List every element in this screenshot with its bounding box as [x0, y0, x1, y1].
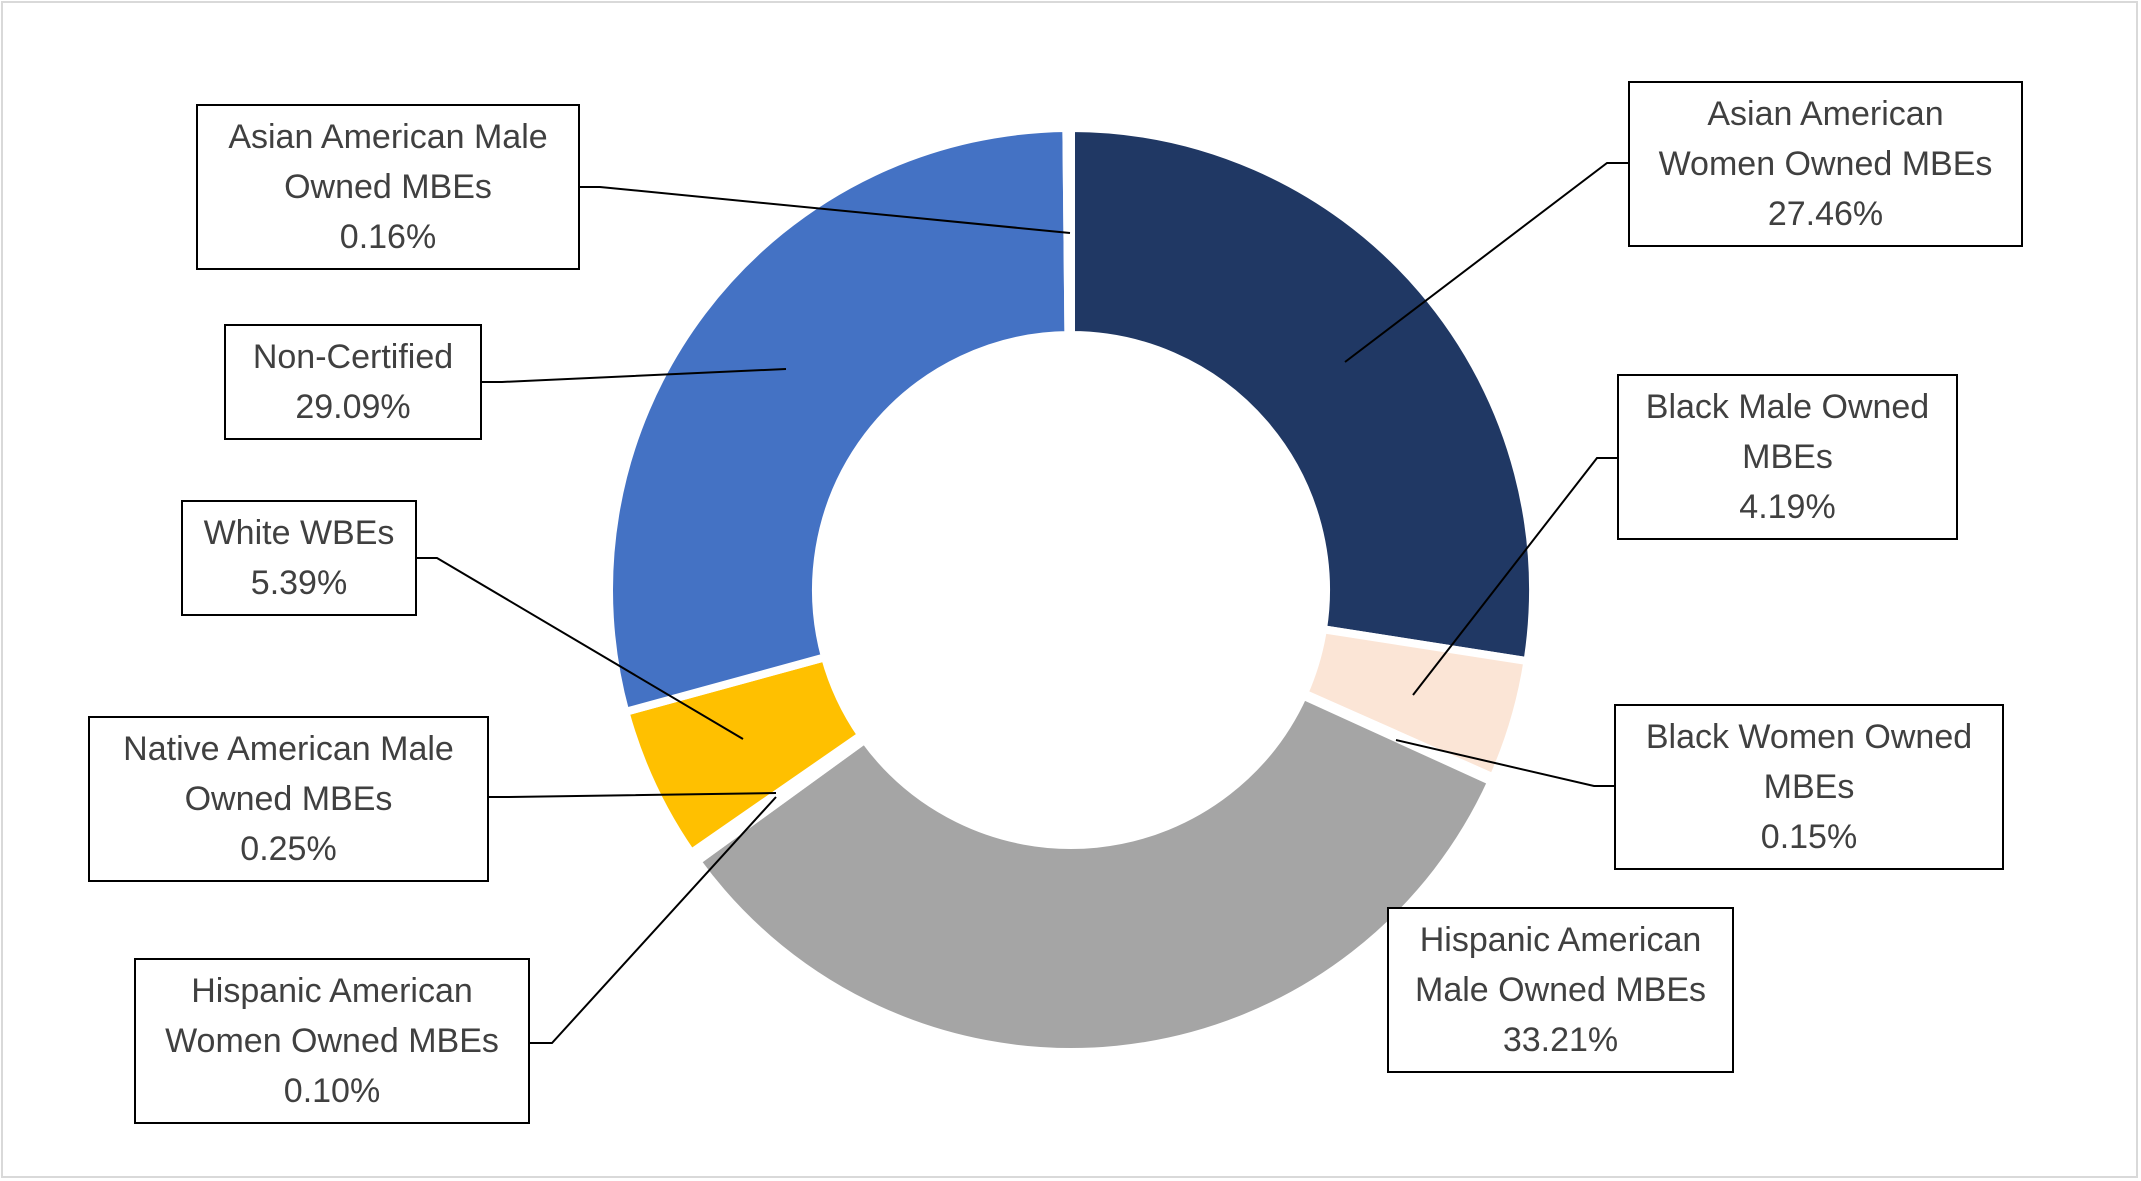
leader-line-white-wbes: [417, 557, 744, 740]
data-label-category: Asian American: [1707, 95, 1944, 133]
data-label-category: MBEs: [1742, 438, 1833, 476]
leader-line-hispanic-american-women-owned-mbes: [530, 796, 777, 1044]
data-label-category: Black Male Owned: [1645, 388, 1930, 426]
data-label-category: Owned MBEs: [184, 780, 393, 818]
leader-lines-group: [417, 162, 1628, 1044]
data-label-category: Asian American Male: [228, 118, 548, 156]
data-label-black-women-owned-mbes: Black Women Owned MBEs 0.15%: [1614, 704, 2004, 870]
data-label-black-male-owned-mbes: Black Male Owned MBEs 4.19%: [1617, 374, 1958, 540]
data-label-value: 29.09%: [295, 388, 411, 426]
data-label-value: 0.10%: [283, 1072, 381, 1110]
data-label-asian-american-women-owned-mbes: Asian American Women Owned MBEs 27.46%: [1628, 81, 2023, 247]
data-label-value: 5.39%: [250, 564, 348, 602]
data-label-value: 0.16%: [339, 218, 437, 256]
slice-hispanic-american-male-owned-mbes: [693, 691, 1496, 1056]
data-label-value: 0.15%: [1760, 818, 1858, 856]
data-label-category: White WBEs: [203, 514, 395, 552]
data-label-category: Black Women Owned: [1645, 718, 1973, 756]
leader-line-asian-american-women-owned-mbes: [1344, 162, 1628, 363]
leader-line-native-american-male-owned-mbes: [489, 792, 777, 798]
data-label-asian-american-male-owned-mbes: Asian American Male Owned MBEs 0.16%: [196, 104, 580, 270]
data-label-non-certified: Non-Certified 29.09%: [224, 324, 482, 440]
data-label-category: MBEs: [1763, 768, 1855, 806]
data-label-value: 4.19%: [1739, 488, 1836, 526]
data-label-category: Native American Male: [123, 730, 454, 768]
data-label-category: Hispanic American: [191, 972, 473, 1010]
data-label-hispanic-american-women-owned-mbes: Hispanic American Women Owned MBEs 0.10%: [134, 958, 530, 1124]
data-label-category: Women Owned MBEs: [165, 1022, 499, 1060]
leader-line-asian-american-male-owned-mbes: [580, 186, 1071, 234]
data-label-category: Non-Certified: [252, 338, 454, 376]
data-label-value: 27.46%: [1767, 195, 1884, 233]
leader-line-black-women-owned-mbes: [1395, 739, 1614, 787]
slice-non-certified: [605, 124, 1073, 716]
data-label-category: Owned MBEs: [284, 168, 492, 206]
data-label-category: Women Owned MBEs: [1658, 145, 1993, 183]
data-label-category: Hispanic American: [1419, 921, 1702, 959]
leader-line-black-male-owned-mbes: [1412, 457, 1617, 696]
leader-line-non-certified: [482, 368, 787, 383]
data-label-native-american-male-owned-mbes: Native American Male Owned MBEs 0.25%: [88, 716, 489, 882]
slices-group: [605, 123, 1537, 1056]
slice-asian-american-women-owned-mbes: [1067, 124, 1537, 666]
data-label-hispanic-american-male-owned-mbes: Hispanic American Male Owned MBEs 33.21%: [1387, 907, 1734, 1073]
data-label-value: 33.21%: [1502, 1021, 1619, 1059]
data-label-category: Male Owned MBEs: [1415, 971, 1706, 1009]
data-label-white-wbes: White WBEs 5.39%: [181, 500, 417, 616]
slice-asian-american-male-owned-mbes: [1062, 123, 1075, 340]
data-label-value: 0.25%: [240, 830, 337, 868]
